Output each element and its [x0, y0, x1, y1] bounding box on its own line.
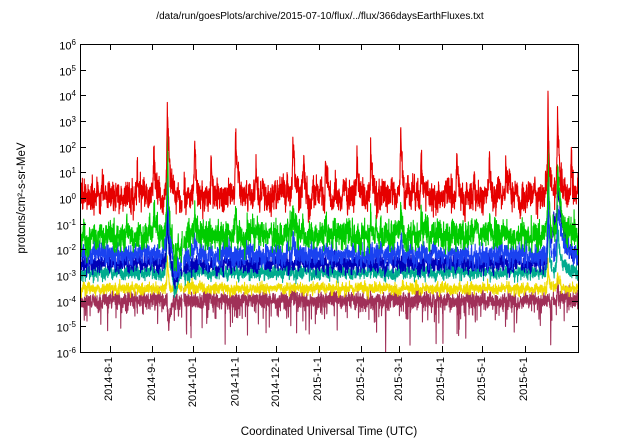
- y-tick-label: 10-2: [56, 243, 76, 258]
- x-tick-label: 2015-4-1: [435, 357, 448, 402]
- y-axis-label: protons/cm²-s-sr-MeV: [16, 142, 28, 254]
- x-tick-label: 2014-9-1: [145, 357, 158, 402]
- x-tick-label: 2015-2-1: [354, 357, 367, 402]
- y-tick-label: 10-4: [56, 294, 76, 310]
- x-tick-label: 2015-1-1: [312, 357, 325, 402]
- x-tick-label: 2015-6-1: [518, 357, 531, 402]
- x-tick-label: 2014-10-1: [186, 357, 199, 408]
- y-tick-label: 100: [59, 192, 76, 207]
- x-tick-label: 2015-5-1: [476, 357, 488, 402]
- y-tick-label: 102: [59, 140, 76, 156]
- y-tick-label: 10-3: [56, 269, 76, 284]
- x-tick-label: 2014-8-1: [103, 357, 116, 402]
- y-tick-label: 104: [59, 89, 76, 104]
- y-tick-label: 101: [59, 166, 76, 181]
- x-tick-label: 2015-3-1: [392, 357, 405, 402]
- y-tick-label: 10-5: [56, 320, 76, 335]
- y-tick-label: 105: [59, 63, 76, 79]
- x-tick-label: 2014-12-1: [269, 357, 282, 408]
- y-tick-label: 10-6: [56, 346, 76, 361]
- y-tick-label: 106: [59, 38, 76, 53]
- x-axis-label: Coordinated Universal Time (UTC): [240, 426, 418, 438]
- y-tick-label: 10-1: [56, 217, 76, 233]
- chart-title: /data/run/goesPlots/archive/2015-07-10/f…: [156, 11, 484, 22]
- x-tick-label: 2014-11-1: [229, 357, 242, 407]
- y-tick-label: 103: [59, 115, 76, 130]
